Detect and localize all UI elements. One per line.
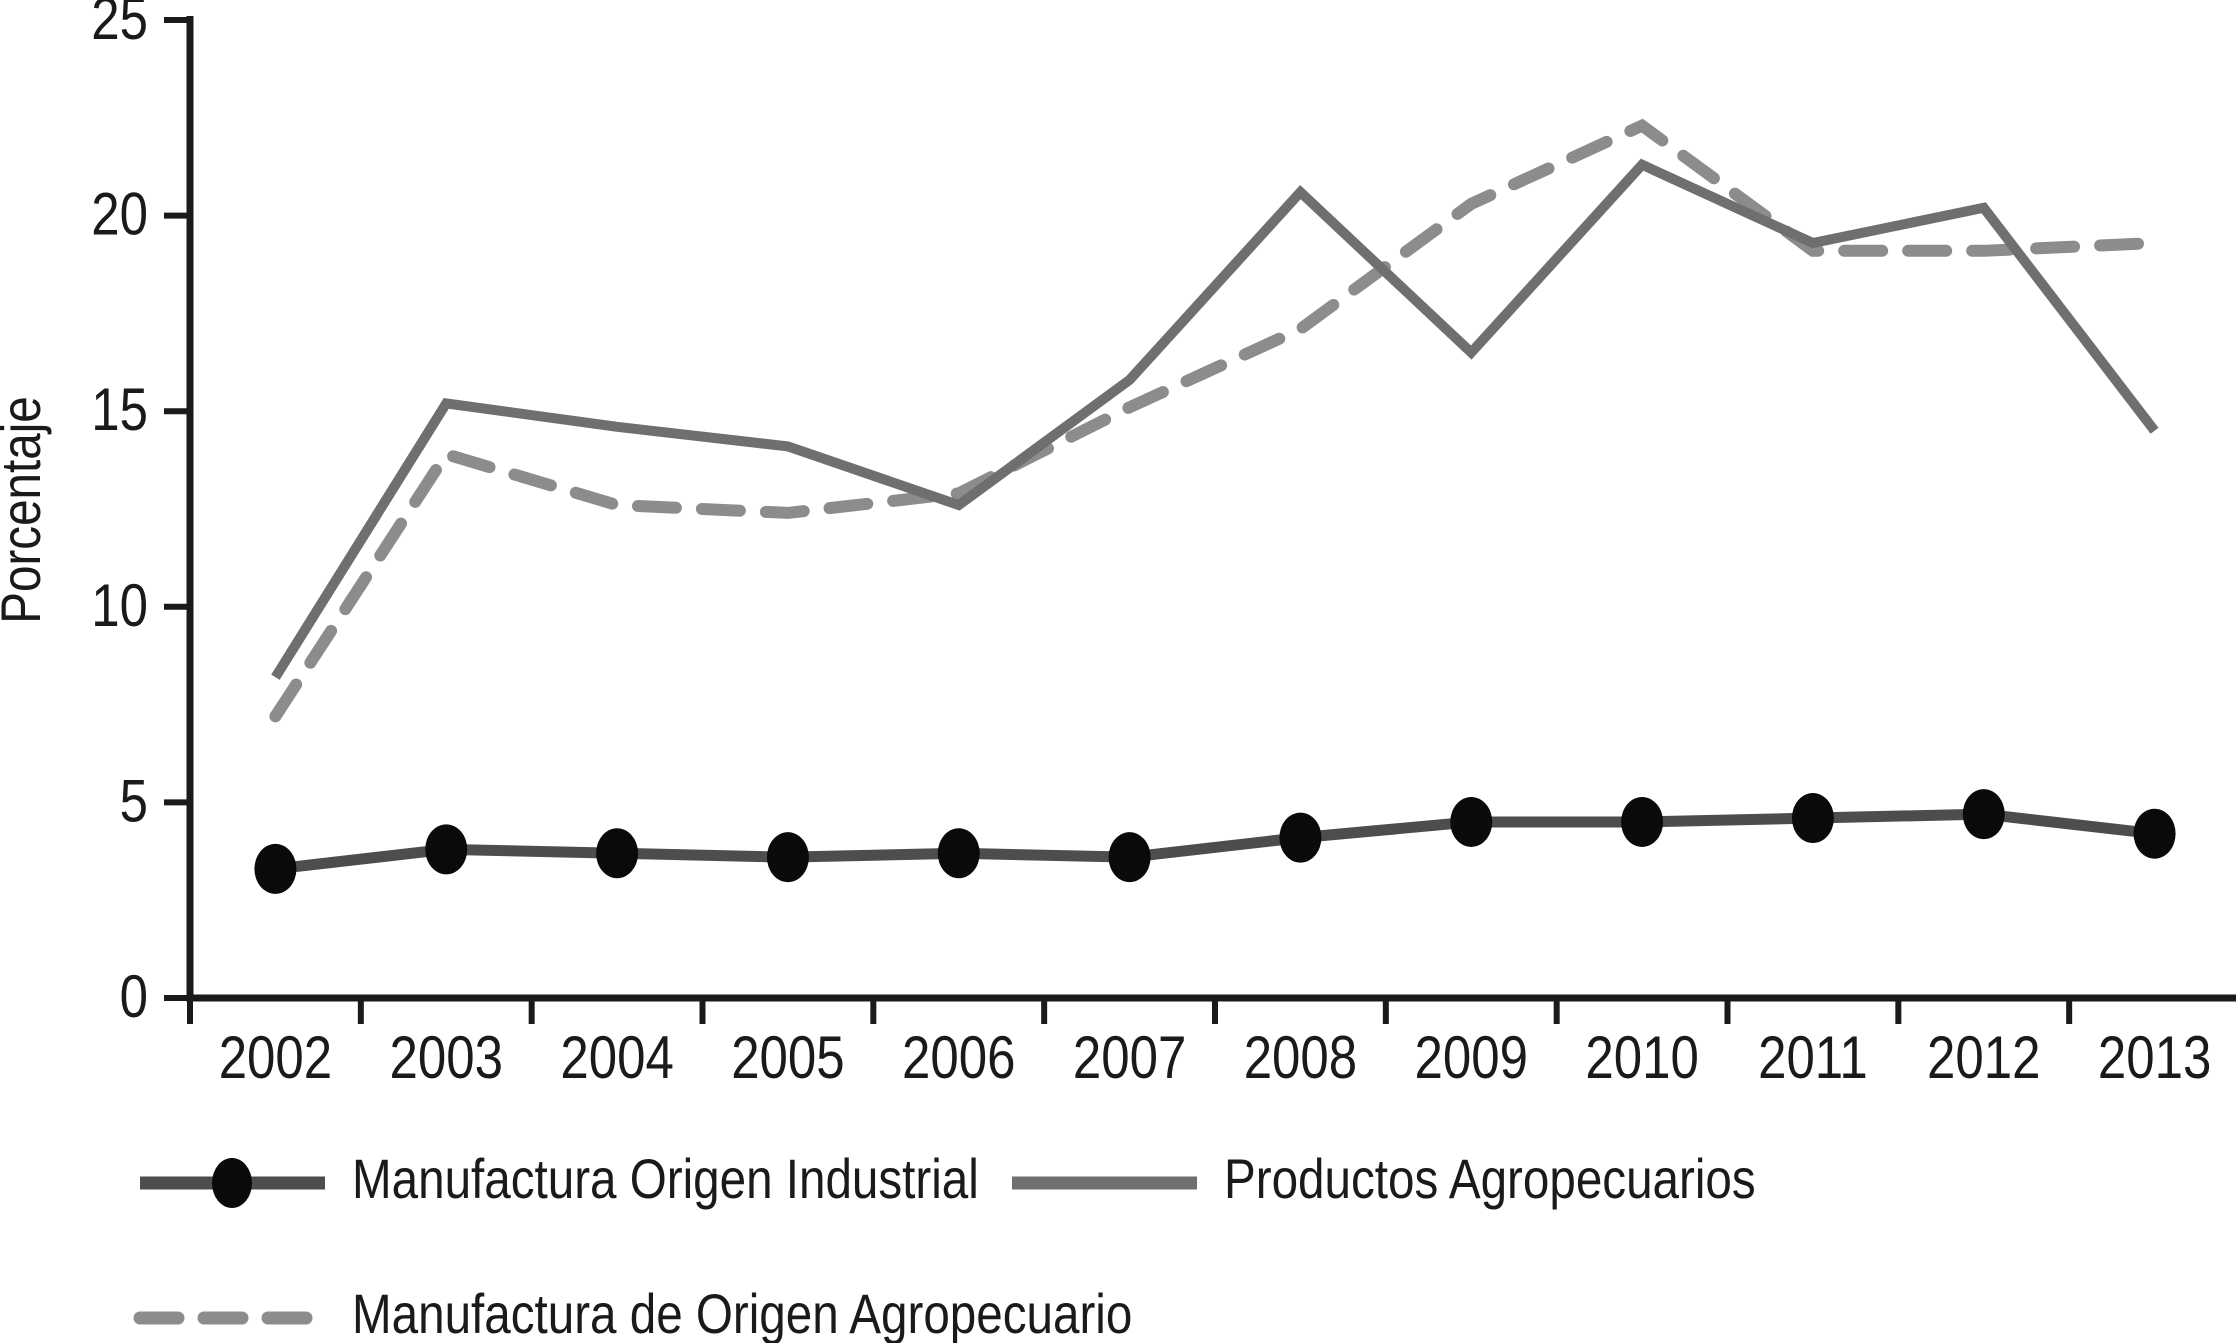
x-tick-label: 2008: [1244, 1024, 1357, 1091]
y-tick-label-group: 10: [91, 572, 148, 639]
data-point-marker: [2133, 808, 2176, 859]
y-tick-label-group: 15: [91, 376, 148, 443]
y-tick-label-group: 0: [120, 963, 148, 1030]
series-line-productos-agropecuarios: [271, 158, 2159, 680]
data-point-marker: [1108, 832, 1151, 883]
series-layer: [254, 118, 2176, 894]
y-tick-label-group: 20: [91, 181, 148, 248]
x-tick-label-group: 2011: [1758, 1024, 1868, 1091]
x-tick-label: 2012: [1927, 1024, 2040, 1091]
series-line-manufactura-industrial: [274, 808, 2156, 875]
y-axis-title: Porcentaje: [0, 396, 53, 624]
data-point-marker: [254, 843, 297, 894]
series-line-manufactura-agropecuario: [269, 118, 2161, 723]
x-tick-label-group: 2007: [1073, 1024, 1186, 1091]
data-point-marker: [596, 828, 639, 879]
x-tick-label: 2005: [731, 1024, 844, 1091]
y-tick-label: 25: [91, 0, 148, 52]
legend: Manufactura Origen Industrial Productos …: [133, 1148, 1756, 1343]
x-tick-label-group: 2009: [1415, 1024, 1528, 1091]
legend-item-productos-agropecuarios: Productos Agropecuarios: [1012, 1148, 1756, 1211]
data-point-marker: [937, 828, 980, 879]
data-point-marker: [1791, 793, 1834, 844]
axes-layer: 0 5 10 15 20 25 2002 2003 2004 2005 2006 2007 2008 20…: [91, 0, 2236, 1091]
y-tick-label: 5: [120, 768, 148, 835]
data-point-marker: [766, 832, 809, 883]
x-tick-label-group: 2006: [902, 1024, 1015, 1091]
y-axis-title-group: Porcentaje: [0, 396, 53, 624]
y-tick-label: 15: [91, 376, 148, 443]
x-tick-label: 2010: [1585, 1024, 1698, 1091]
data-point-marker: [1962, 789, 2005, 840]
data-point-marker: [1450, 796, 1493, 847]
legend-item-manufactura-industrial: Manufactura Origen Industrial: [140, 1148, 979, 1211]
x-tick-label: 2013: [2098, 1024, 2211, 1091]
y-tick-label-group: 5: [120, 768, 148, 835]
data-point-marker: [1621, 796, 1664, 847]
x-tick-label-group: 2010: [1585, 1024, 1698, 1091]
legend-swatch-marker-dot: [212, 1158, 252, 1208]
y-tick-label: 20: [91, 181, 148, 248]
x-tick-label-group: 2005: [731, 1024, 844, 1091]
x-tick-label: 2009: [1415, 1024, 1528, 1091]
data-point-marker: [425, 824, 468, 875]
x-tick-label: 2011: [1758, 1024, 1868, 1091]
y-tick-label: 10: [91, 572, 148, 639]
x-tick-label-group: 2013: [2098, 1024, 2211, 1091]
legend-label-manufactura-industrial: Manufactura Origen Industrial: [352, 1148, 979, 1210]
x-tick-label: 2003: [390, 1024, 503, 1091]
x-tick-label: 2007: [1073, 1024, 1186, 1091]
legend-label-manufactura-agropecuario: Manufactura de Origen Agropecuario: [352, 1283, 1132, 1343]
data-point-marker: [1279, 812, 1322, 863]
x-tick-label-group: 2012: [1927, 1024, 2040, 1091]
x-tick-label-group: 2004: [560, 1024, 673, 1091]
legend-item-manufactura-agropecuario: Manufactura de Origen Agropecuario: [133, 1283, 1132, 1343]
x-tick-label: 2004: [560, 1024, 673, 1091]
x-tick-label-group: 2003: [390, 1024, 503, 1091]
x-tick-label: 2006: [902, 1024, 1015, 1091]
y-tick-label: 0: [120, 963, 148, 1030]
y-tick-label-group: 25: [91, 0, 148, 52]
x-tick-label: 2002: [219, 1024, 332, 1091]
x-tick-label-group: 2002: [219, 1024, 332, 1091]
x-tick-label-group: 2008: [1244, 1024, 1357, 1091]
legend-label-productos-agropecuarios: Productos Agropecuarios: [1224, 1148, 1756, 1210]
